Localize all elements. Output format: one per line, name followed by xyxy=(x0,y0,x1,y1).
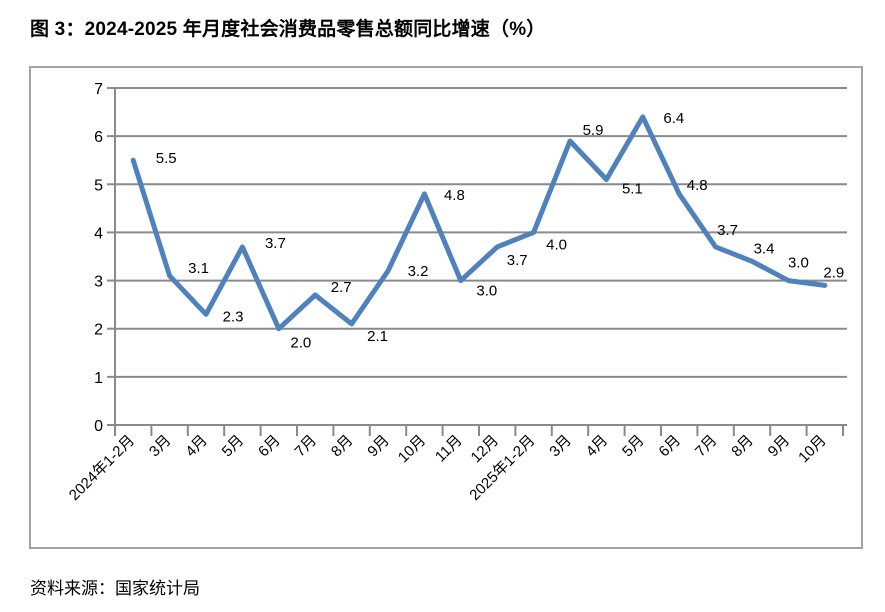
data-label-8: 4.8 xyxy=(444,187,465,204)
data-label-15: 4.8 xyxy=(687,177,708,194)
data-label-10: 3.7 xyxy=(507,252,528,269)
figure-title: 图 3：2024-2025 年月度社会消费品零售总额同比增速（%） xyxy=(30,19,546,40)
data-label-7: 3.2 xyxy=(408,263,429,280)
data-label-2: 2.3 xyxy=(223,308,244,325)
x-axis-label-17: 8月 xyxy=(728,432,757,461)
data-label-12: 5.9 xyxy=(583,122,604,139)
data-label-18: 3.0 xyxy=(788,255,809,272)
data-label-4: 2.0 xyxy=(290,335,311,352)
x-axis-label-4: 6月 xyxy=(255,432,284,461)
x-axis-label-2: 4月 xyxy=(182,432,211,461)
data-label-14: 6.4 xyxy=(663,110,684,127)
data-label-3: 3.7 xyxy=(265,235,286,252)
x-axis-label-18: 9月 xyxy=(765,432,794,461)
y-axis-label-2: 2 xyxy=(94,322,103,339)
data-label-6: 2.1 xyxy=(367,328,388,345)
x-axis-label-11: 2025年1-2月 xyxy=(466,432,538,504)
chart-frame: 0 1 2 3 4 5 6 7 2024年1-2月 3月 4月 5月 6月 7月 8月 9月 10月 11月 12月… xyxy=(29,66,863,549)
x-axis-label-14: 5月 xyxy=(619,432,648,461)
data-label-19: 2.9 xyxy=(823,264,844,281)
x-axis-label-3: 5月 xyxy=(219,432,248,461)
y-axis-label-5: 5 xyxy=(94,177,103,194)
x-axis-label-15: 6月 xyxy=(656,432,685,461)
data-label-11: 4.0 xyxy=(546,236,567,253)
data-label-13: 5.1 xyxy=(622,181,643,198)
y-axis-label-3: 3 xyxy=(94,274,103,291)
data-label-16: 3.7 xyxy=(717,222,738,239)
y-axis-label-4: 4 xyxy=(94,225,103,242)
y-axis-label-1: 1 xyxy=(94,370,103,387)
data-label-0: 5.5 xyxy=(156,150,177,167)
data-label-1: 3.1 xyxy=(188,260,209,277)
y-axis-label-0: 0 xyxy=(94,418,103,435)
x-axis-label-0: 2024年1-2月 xyxy=(66,432,138,504)
data-label-5: 2.7 xyxy=(331,279,352,296)
x-axis-label-9: 11月 xyxy=(432,432,466,466)
x-axis-label-12: 3月 xyxy=(546,432,575,461)
x-axis-label-1: 3月 xyxy=(146,432,175,461)
y-axis-label-6: 6 xyxy=(94,129,103,146)
data-label-17: 3.4 xyxy=(754,240,775,257)
source-note: 资料来源：国家统计局 xyxy=(30,579,200,598)
data-label-9: 3.0 xyxy=(476,283,497,300)
x-axis-label-13: 4月 xyxy=(583,432,612,461)
x-axis-label-16: 7月 xyxy=(692,432,721,461)
x-axis-label-8: 10月 xyxy=(395,432,429,466)
x-axis-label-19: 10月 xyxy=(795,432,829,466)
y-axis-label-7: 7 xyxy=(94,81,103,98)
x-axis-label-5: 7月 xyxy=(292,432,321,461)
x-axis-label-6: 8月 xyxy=(328,432,357,461)
x-axis-label-7: 9月 xyxy=(364,432,393,461)
series-line xyxy=(130,114,828,332)
